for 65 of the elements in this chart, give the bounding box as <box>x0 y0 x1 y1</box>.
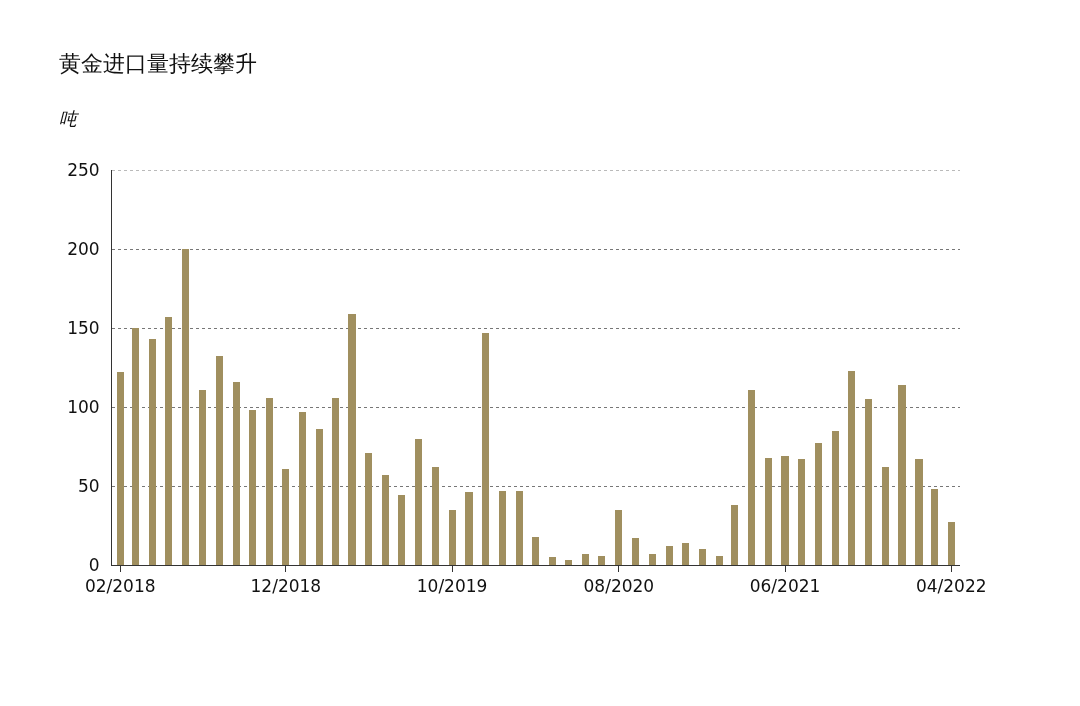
y-tick-label: 200 <box>67 238 100 259</box>
bar <box>449 510 456 565</box>
bar <box>482 333 489 565</box>
bar <box>432 467 439 565</box>
bar <box>117 372 124 565</box>
y-tick-label: 50 <box>77 475 100 496</box>
bar <box>898 385 906 565</box>
bar <box>632 538 639 565</box>
bar <box>848 371 855 565</box>
x-tick-label: 12/2018 <box>250 576 322 597</box>
bar <box>316 429 323 565</box>
bar <box>765 458 772 565</box>
bar <box>415 439 422 565</box>
bar <box>299 412 306 565</box>
bar <box>465 492 473 565</box>
bar <box>748 390 755 565</box>
bar <box>199 390 206 565</box>
bar <box>781 456 789 565</box>
x-tick-label: 08/2020 <box>583 576 655 597</box>
bar <box>948 522 955 565</box>
bar <box>532 537 539 565</box>
bar <box>882 467 889 565</box>
y-tick-label: 150 <box>67 317 100 338</box>
bar <box>282 469 289 565</box>
bar <box>165 317 172 565</box>
bar <box>931 489 938 565</box>
chart-title: 黄金进口量持续攀升 <box>59 51 257 76</box>
bar <box>266 398 273 565</box>
bar <box>249 410 256 565</box>
bar <box>598 556 605 565</box>
bar <box>382 475 389 565</box>
x-tick-label: 04/2022 <box>915 576 987 597</box>
bar <box>365 453 372 565</box>
bar <box>149 339 156 565</box>
bar <box>182 249 189 565</box>
x-tick-label: 10/2019 <box>416 576 488 597</box>
bar <box>682 543 689 565</box>
bar <box>649 554 656 565</box>
bar <box>549 557 556 565</box>
y-axis-title: 吨 <box>59 108 80 129</box>
bar <box>398 495 405 565</box>
bar <box>516 491 523 565</box>
x-tick-label: 02/2018 <box>84 576 156 597</box>
bar <box>865 399 872 565</box>
y-tick-label: 250 <box>67 159 100 180</box>
bar <box>915 459 923 565</box>
bar <box>815 443 822 565</box>
bar <box>499 491 506 565</box>
bar <box>716 556 723 565</box>
bar <box>615 510 622 565</box>
bar <box>798 459 805 565</box>
bar <box>666 546 673 565</box>
bar <box>348 314 356 565</box>
bar <box>216 356 223 565</box>
bar <box>699 549 706 565</box>
bar <box>832 431 839 565</box>
bar <box>332 398 339 565</box>
x-tick-label: 06/2021 <box>749 576 821 597</box>
bar <box>233 382 240 565</box>
y-tick-label: 0 <box>88 554 100 575</box>
bar <box>565 560 572 565</box>
bar <box>731 505 738 565</box>
bar <box>582 554 589 565</box>
y-tick-label: 100 <box>67 396 100 417</box>
bar <box>132 328 139 565</box>
